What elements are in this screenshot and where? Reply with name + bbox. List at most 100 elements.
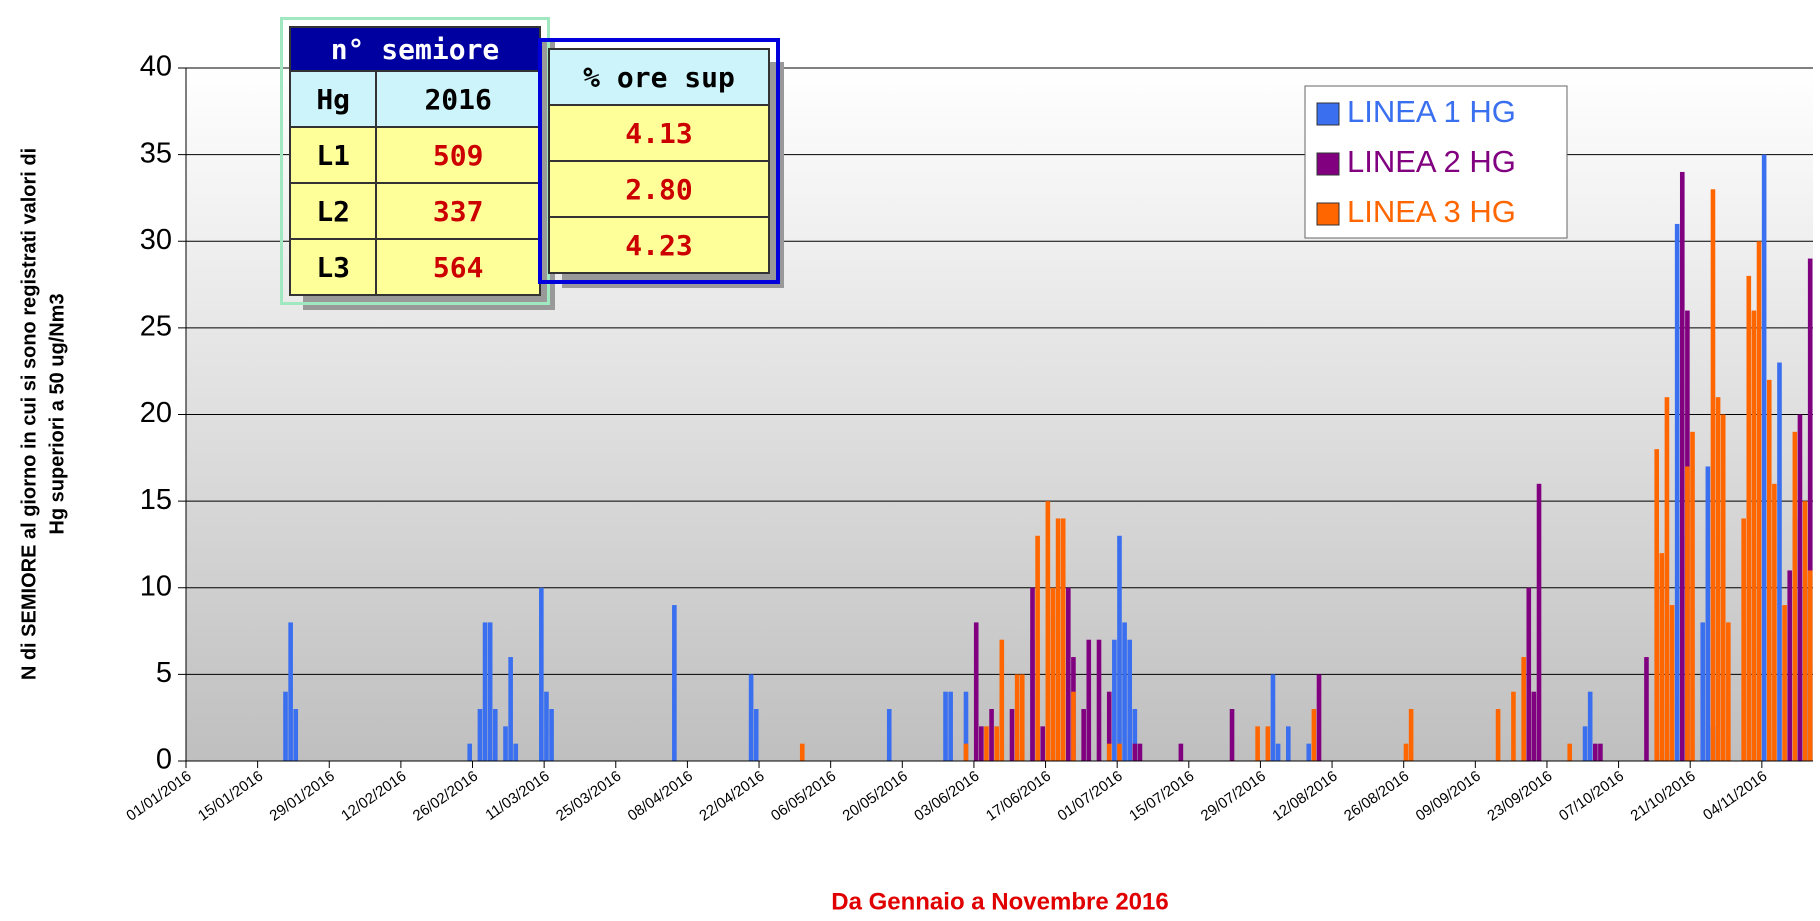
bar — [1766, 379, 1772, 761]
bar — [1777, 362, 1782, 761]
table-title-row: n° semiore — [289, 26, 541, 72]
table-cell: 4.23 — [548, 216, 770, 274]
bar — [1659, 553, 1665, 761]
x-tick-label: 12/08/2016 — [1269, 768, 1340, 825]
bar — [1306, 743, 1312, 761]
bar — [544, 691, 549, 761]
bar — [1178, 743, 1184, 761]
bar — [1521, 657, 1526, 761]
bar — [1685, 466, 1690, 761]
table-row: 4.13 — [548, 104, 770, 162]
bar — [1802, 501, 1808, 761]
bar — [1807, 570, 1813, 761]
bar — [1690, 431, 1695, 761]
legend: LINEA 1 HG LINEA 2 HG LINEA 3 HG — [1304, 85, 1568, 239]
table-title: n° semiore — [289, 26, 541, 72]
bar — [503, 726, 508, 761]
bar — [1598, 743, 1603, 761]
y-tick-label: 25 — [140, 311, 172, 343]
table-row: L1 509 — [288, 126, 541, 184]
bar — [487, 622, 493, 761]
x-tick-label: 08/04/2016 — [625, 768, 696, 825]
table-cell: 509 — [375, 126, 541, 184]
table-cell: 2.80 — [548, 160, 770, 218]
bar — [748, 674, 754, 761]
bar — [1229, 709, 1235, 761]
bar — [1741, 518, 1746, 761]
x-tick-label: 22/04/2016 — [696, 768, 767, 825]
bar — [1009, 709, 1015, 761]
bar — [1582, 726, 1588, 761]
y-axis-label: Hg superiori a 50 ug/Nm3 — [46, 293, 68, 534]
table-header-cell: % ore sup — [548, 48, 770, 106]
bar — [1408, 709, 1414, 761]
x-tick-label: 26/08/2016 — [1341, 768, 1412, 825]
bar — [672, 605, 677, 761]
bar — [989, 709, 994, 761]
x-tick-label: 12/02/2016 — [338, 768, 409, 825]
bar — [1669, 605, 1675, 761]
x-tick-label: 06/05/2016 — [768, 768, 839, 825]
table-row: 4.23 — [548, 216, 770, 274]
bar — [1679, 171, 1685, 761]
bar — [1797, 414, 1803, 761]
bar — [1715, 397, 1721, 761]
bar — [1531, 691, 1537, 761]
bar — [1122, 622, 1127, 761]
legend-label: LINEA 1 HG — [1347, 94, 1516, 129]
bar — [549, 709, 554, 761]
bar — [999, 639, 1005, 761]
bar — [1086, 639, 1092, 761]
table-cell: L3 — [288, 238, 378, 296]
bar — [1255, 726, 1260, 761]
x-tick-label: 20/05/2016 — [840, 768, 911, 825]
table: n° semiore Hg 2016 L1 509 L2 337 L3 564 — [280, 17, 550, 305]
bar — [1710, 189, 1716, 761]
bar — [1030, 587, 1035, 761]
bar — [288, 622, 293, 761]
table-row: 2.80 — [548, 160, 770, 218]
y-tick-label: 15 — [140, 484, 172, 516]
bar — [1705, 466, 1711, 761]
bar — [1055, 518, 1061, 761]
bar — [963, 743, 969, 761]
bar — [1096, 639, 1102, 761]
bar — [1019, 674, 1025, 761]
bar — [1782, 605, 1787, 761]
y-tick-label: 30 — [140, 224, 172, 256]
bar — [1403, 743, 1409, 761]
bar — [1117, 535, 1122, 761]
x-tick-label: 23/09/2016 — [1484, 768, 1555, 825]
legend-swatch — [1316, 102, 1340, 126]
bar — [1066, 587, 1071, 761]
bar — [1081, 709, 1086, 761]
x-tick-label: 01/01/2016 — [123, 768, 194, 825]
bar — [994, 726, 999, 761]
x-tick-label: 29/01/2016 — [267, 768, 338, 825]
y-tick-label: 20 — [140, 397, 172, 429]
bar — [1132, 743, 1138, 761]
x-tick-label: 03/06/2016 — [911, 768, 982, 825]
table-cell: 337 — [375, 182, 541, 240]
bar — [539, 587, 544, 761]
bar — [1275, 743, 1281, 761]
table-header-row: % ore sup — [548, 48, 770, 106]
bar — [1117, 743, 1122, 761]
table-cell: 564 — [375, 238, 541, 296]
bar — [1106, 691, 1112, 761]
table: % ore sup 4.13 2.80 4.23 — [538, 38, 780, 284]
bar — [943, 691, 948, 761]
bar — [1536, 483, 1542, 761]
bar — [1137, 743, 1143, 761]
legend-swatch — [1316, 202, 1340, 226]
bar — [1746, 275, 1752, 761]
x-tick-label: 26/02/2016 — [410, 768, 481, 825]
bar — [979, 726, 984, 761]
bar — [1071, 691, 1076, 761]
table-cell: L2 — [288, 182, 378, 240]
bar — [1756, 241, 1762, 761]
bar — [283, 691, 288, 761]
bar — [886, 709, 892, 761]
bar — [1807, 258, 1813, 761]
